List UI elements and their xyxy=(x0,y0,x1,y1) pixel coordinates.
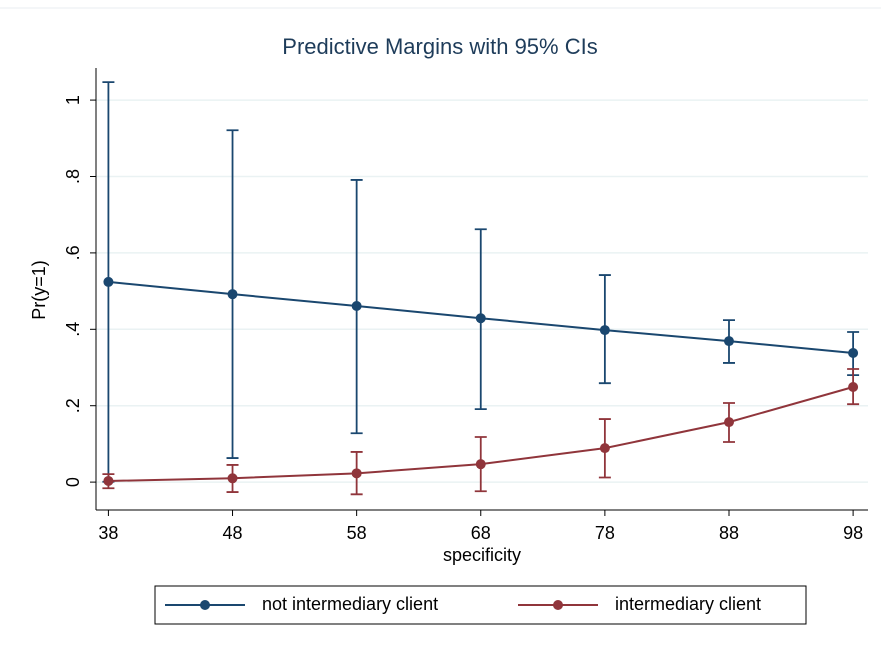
x-tick-label: 68 xyxy=(471,523,491,543)
x-tick-label: 98 xyxy=(843,523,863,543)
legend-label: not intermediary client xyxy=(262,594,438,614)
legend-box xyxy=(154,585,807,625)
y-tick-label: 0 xyxy=(63,477,83,487)
legend-marker xyxy=(200,600,210,610)
y-tick-label: .8 xyxy=(63,169,83,184)
marker xyxy=(848,347,859,358)
x-tick-label: 38 xyxy=(98,523,118,543)
x-tick-label: 78 xyxy=(595,523,615,543)
x-tick-label: 88 xyxy=(719,523,739,543)
marker xyxy=(103,276,114,287)
x-tick-label: 58 xyxy=(347,523,367,543)
marker xyxy=(227,289,238,300)
y-axis-label: Pr(y=1) xyxy=(29,260,49,320)
marker xyxy=(351,468,362,479)
marker xyxy=(599,443,610,454)
y-tick-label: .2 xyxy=(63,398,83,413)
y-tick-label: .6 xyxy=(63,245,83,260)
marker xyxy=(103,475,114,486)
marker xyxy=(848,381,859,392)
marker xyxy=(351,301,362,311)
legend-marker xyxy=(553,600,563,610)
marker xyxy=(475,459,486,470)
marker xyxy=(475,313,486,324)
marker xyxy=(723,417,734,428)
x-axis-label: specificity xyxy=(443,545,521,565)
marker xyxy=(227,473,238,484)
y-tick-label: 1 xyxy=(63,95,83,105)
marker xyxy=(723,336,734,347)
y-tick-label: .4 xyxy=(63,322,83,337)
marker xyxy=(599,325,610,336)
legend-label: intermediary client xyxy=(615,594,761,614)
x-tick-label: 48 xyxy=(223,523,243,543)
chart-title: Predictive Margins with 95% CIs xyxy=(282,34,597,59)
